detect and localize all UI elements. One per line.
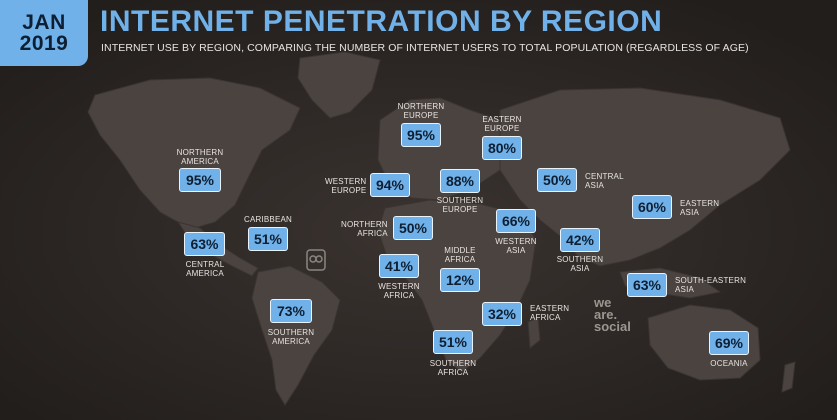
region-label-eastern-africa: EASTERN AFRICA [530,304,570,322]
region-value-western-africa: 41% [379,254,419,278]
region-label-western-asia: WESTERN ASIA [495,237,537,255]
region-value-south-eastern-asia: 63% [627,273,667,297]
region-value-southern-europe: 88% [440,169,480,193]
region-label-middle-africa: MIDDLE AFRICA [444,246,476,264]
region-label-eastern-europe: EASTERN EUROPE [482,115,522,133]
region-value-northern-europe: 95% [401,123,441,147]
region-label-oceania: OCEANIA [710,359,748,368]
region-label-southern-america: SOUTHERN AMERICA [267,328,315,346]
region-label-south-eastern-asia: SOUTH-EASTERN ASIA [675,276,747,294]
australia-landmass [647,304,761,381]
region-label-central-asia: CENTRAL ASIA [585,172,624,190]
region-value-eastern-asia: 60% [632,195,672,219]
region-label-caribbean: CARIBBEAN [243,215,293,224]
date-year: 2019 [19,32,69,55]
region-value-western-europe: 94% [370,173,410,197]
page-title: INTERNET PENETRATION BY REGION [100,5,663,38]
region-value-central-america: 63% [184,232,225,256]
region-label-western-europe: WESTERN EUROPE [325,177,367,195]
region-value-oceania: 69% [709,331,749,355]
region-label-southern-africa: SOUTHERN AFRICA [429,359,477,377]
region-value-eastern-europe: 80% [482,136,522,160]
north-america-landmass [87,77,301,229]
date-badge: JAN 2019 [0,0,88,66]
region-value-southern-asia: 42% [560,228,600,252]
region-label-southern-asia: SOUTHERN ASIA [556,255,604,273]
madagascar-landmass [527,317,541,349]
asia-landmass [499,87,791,267]
region-value-caribbean: 51% [248,227,288,251]
region-value-eastern-africa: 32% [482,302,522,326]
region-value-southern-africa: 51% [433,330,473,354]
brand-logo: we are. social [594,295,631,334]
region-label-southern-europe: SOUTHERN EUROPE [436,196,484,214]
new-zealand-landmass [781,361,796,393]
region-value-northern-america: 95% [179,168,221,192]
region-label-western-africa: WESTERN AFRICA [378,282,420,300]
date-month: JAN [22,11,66,34]
region-label-northern-africa: NORTHERN AFRICA [341,220,388,238]
region-value-northern-africa: 50% [393,216,433,240]
region-label-eastern-asia: EASTERN ASIA [680,199,720,217]
region-value-western-asia: 66% [496,209,536,233]
region-value-southern-america: 73% [270,299,312,323]
region-value-middle-africa: 12% [440,268,480,292]
owl-logo-icon [306,249,326,271]
region-value-central-asia: 50% [537,168,577,192]
greenland-landmass [297,51,381,119]
page-subtitle: INTERNET USE BY REGION, COMPARING THE NU… [101,42,749,54]
region-label-central-america: CENTRAL AMERICA [185,260,225,278]
region-label-northern-europe: NORTHERN EUROPE [397,102,445,120]
region-label-northern-america: NORTHERN AMERICA [176,148,224,166]
